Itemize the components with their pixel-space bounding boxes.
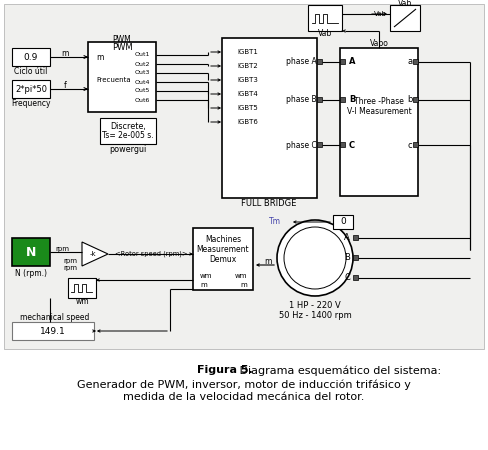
Text: f: f — [63, 81, 66, 90]
Text: IGBT1: IGBT1 — [237, 49, 257, 55]
Bar — [100, 118, 156, 144]
Text: powergui: powergui — [109, 145, 146, 154]
Text: V-I Measurement: V-I Measurement — [346, 108, 410, 117]
Bar — [389, 5, 419, 31]
Text: IGBT3: IGBT3 — [237, 77, 257, 83]
Bar — [316, 97, 321, 102]
Bar — [193, 228, 252, 290]
Text: medida de la velocidad mecánica del rotor.: medida de la velocidad mecánica del roto… — [123, 392, 364, 402]
Bar — [68, 278, 96, 298]
Text: PWM: PWM — [112, 35, 131, 44]
Text: Out4: Out4 — [134, 80, 150, 85]
Bar — [316, 142, 321, 147]
Text: m: m — [61, 50, 68, 58]
Text: Out6: Out6 — [134, 98, 150, 103]
Text: phase C: phase C — [285, 140, 316, 149]
Text: Measurement: Measurement — [196, 246, 249, 255]
Text: 0.9: 0.9 — [24, 53, 38, 62]
Bar — [352, 235, 357, 240]
Text: IGBT4: IGBT4 — [237, 91, 257, 97]
Text: 1 HP - 220 V: 1 HP - 220 V — [288, 301, 340, 310]
Bar — [316, 59, 321, 64]
Bar — [412, 142, 417, 147]
Bar — [88, 42, 156, 112]
Text: m: m — [200, 282, 206, 288]
Bar — [332, 215, 352, 229]
Text: IGBT5: IGBT5 — [237, 105, 257, 111]
Text: m: m — [240, 282, 246, 288]
Text: Tm: Tm — [268, 217, 281, 226]
Text: Generador de PWM, inversor, motor de inducción trifásico y: Generador de PWM, inversor, motor de ind… — [77, 379, 410, 390]
Polygon shape — [82, 242, 108, 266]
Text: phase B: phase B — [286, 95, 316, 104]
Text: wm: wm — [75, 297, 89, 306]
Text: Ts= 2e-005 s.: Ts= 2e-005 s. — [102, 131, 154, 140]
Text: Discrete,: Discrete, — [110, 122, 145, 131]
Text: 0: 0 — [340, 217, 345, 226]
Text: A: A — [348, 58, 354, 67]
Bar — [352, 255, 357, 260]
Text: 149.1: 149.1 — [40, 327, 66, 336]
Text: Frequency: Frequency — [11, 99, 51, 108]
Text: Vabo: Vabo — [369, 40, 387, 49]
Bar — [339, 97, 345, 102]
Text: m: m — [96, 53, 103, 62]
Text: PWM: PWM — [111, 44, 132, 53]
Bar — [412, 59, 417, 64]
Bar — [4, 4, 483, 349]
Text: A: A — [344, 234, 349, 243]
Text: Demux: Demux — [209, 256, 236, 265]
Text: phase A: phase A — [285, 58, 316, 67]
Bar — [12, 48, 50, 66]
Circle shape — [284, 227, 346, 289]
Text: Frecuenta: Frecuenta — [96, 77, 130, 83]
Bar — [339, 48, 417, 196]
Text: <Rotor speed (rpm)>: <Rotor speed (rpm)> — [115, 251, 187, 257]
Text: IGBT2: IGBT2 — [237, 63, 257, 69]
Text: B: B — [344, 253, 349, 262]
Text: rpm: rpm — [63, 265, 77, 271]
Text: Out1: Out1 — [134, 53, 150, 58]
Text: Ciclo útil: Ciclo útil — [14, 68, 48, 76]
Text: Vab: Vab — [317, 30, 331, 39]
Text: Figura 5.: Figura 5. — [197, 365, 252, 375]
Text: C: C — [348, 140, 354, 149]
Bar — [412, 97, 417, 102]
Bar — [307, 5, 341, 31]
Text: Vab: Vab — [397, 0, 411, 8]
Text: m: m — [264, 257, 271, 266]
Text: B: B — [348, 95, 354, 104]
Bar — [12, 238, 50, 266]
Text: Diagrama esquemático del sistema:: Diagrama esquemático del sistema: — [236, 365, 440, 375]
Text: C: C — [344, 274, 349, 283]
Text: Out5: Out5 — [134, 89, 150, 94]
Circle shape — [276, 220, 352, 296]
Text: 50 Hz - 1400 rpm: 50 Hz - 1400 rpm — [278, 310, 351, 320]
Text: rpm: rpm — [63, 258, 77, 264]
Text: FULL BRIDGE: FULL BRIDGE — [241, 199, 296, 208]
Bar — [339, 142, 345, 147]
Text: c: c — [407, 140, 411, 149]
Bar — [222, 38, 316, 198]
Text: 2*pi*50: 2*pi*50 — [15, 85, 47, 94]
Text: -k: -k — [89, 251, 96, 257]
Text: b: b — [407, 95, 412, 104]
Text: N (rpm.): N (rpm.) — [15, 269, 47, 278]
Text: wm: wm — [200, 273, 212, 279]
Text: Out3: Out3 — [134, 71, 150, 76]
Bar — [352, 275, 357, 280]
Text: Vab: Vab — [373, 11, 386, 17]
Text: a: a — [407, 58, 412, 67]
Bar — [12, 322, 94, 340]
Text: N: N — [26, 246, 36, 258]
Text: mechanical speed: mechanical speed — [20, 312, 89, 321]
Text: IGBT6: IGBT6 — [237, 119, 257, 125]
Text: rpm: rpm — [55, 246, 69, 252]
Text: wm: wm — [234, 273, 246, 279]
Bar — [339, 59, 345, 64]
Text: Out2: Out2 — [134, 62, 150, 67]
Text: Three -Phase: Three -Phase — [353, 98, 403, 107]
Bar — [12, 80, 50, 98]
Text: Machines: Machines — [204, 235, 241, 244]
